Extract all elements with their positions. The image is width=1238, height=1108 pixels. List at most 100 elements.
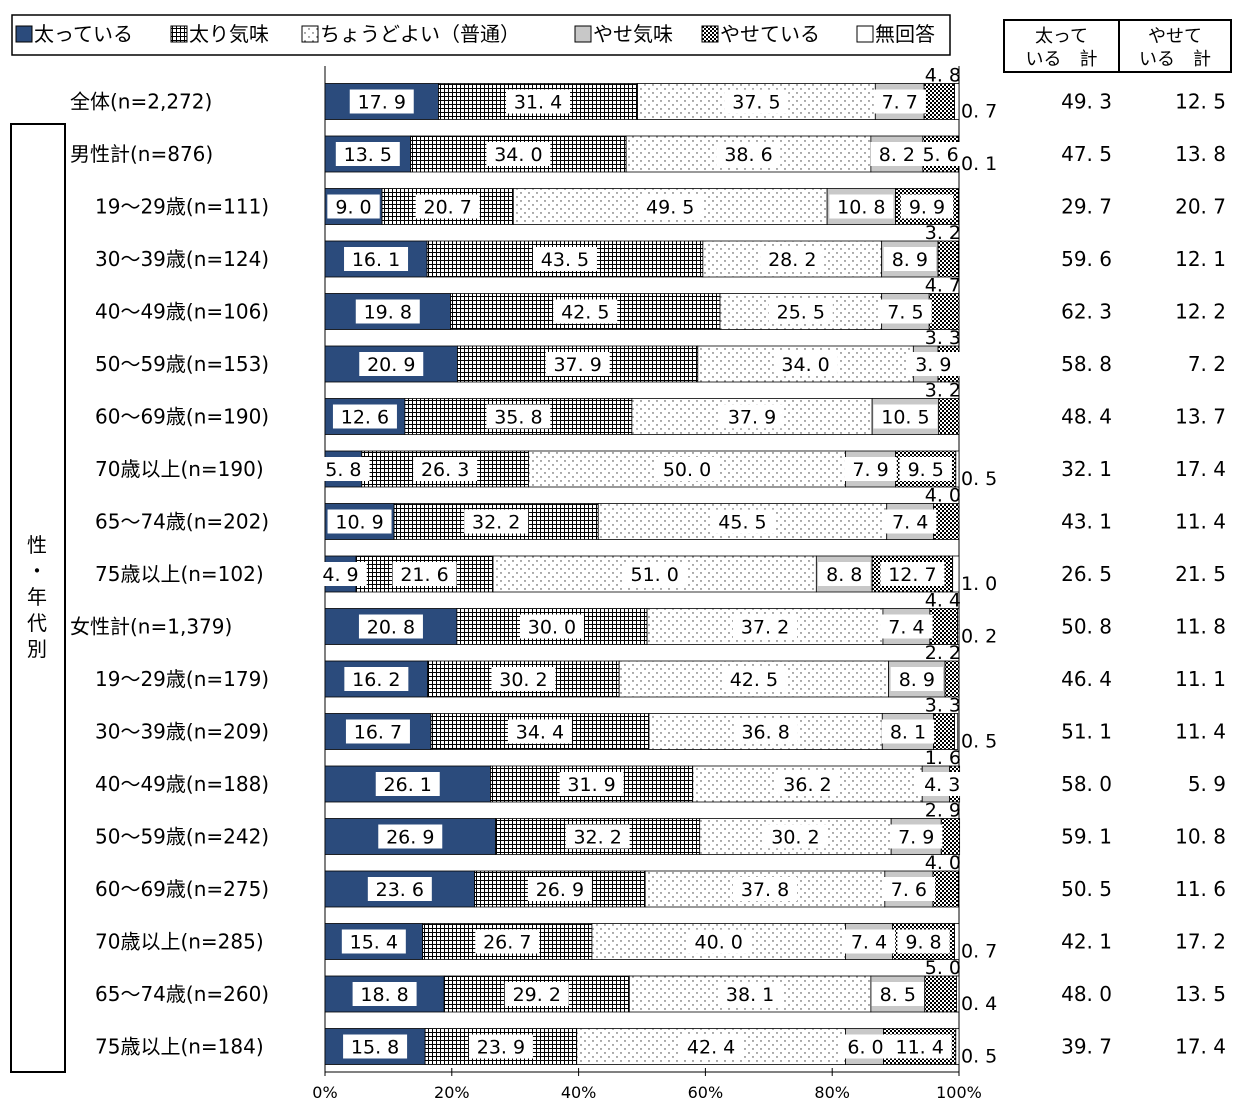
data-label-bg: [345, 719, 410, 744]
data-label: 7. 5: [887, 302, 923, 324]
category-label: 70歳以上(n=190): [95, 457, 264, 481]
legend-label: 無回答: [875, 22, 935, 46]
bar-segment: [932, 870, 959, 908]
data-label-bg: [367, 877, 432, 901]
data-label-bg: [724, 89, 789, 114]
data-label: 34. 4: [516, 722, 564, 744]
category-label: 30～39歳(n=124): [95, 247, 269, 271]
category-label: 60～69歳(n=190): [95, 405, 269, 429]
category-label: 75歳以上(n=102): [95, 562, 264, 586]
data-label: 8. 9: [892, 249, 928, 271]
data-label-bg: [718, 982, 783, 1006]
legend-swatch: [301, 25, 319, 43]
legend-label: 太っている: [34, 22, 133, 46]
data-label-outside: 0. 7: [961, 941, 997, 963]
bar-segment: [954, 923, 960, 960]
x-tick-label: 0%: [312, 1083, 337, 1102]
data-label-bg: [829, 194, 894, 219]
total-fat-value: 42. 1: [1061, 930, 1112, 954]
total-thin-value: 12. 1: [1175, 247, 1226, 271]
data-label-outside: 4. 0: [925, 852, 961, 874]
data-label: 21. 6: [400, 564, 448, 586]
total-fat-value: 49. 3: [1061, 90, 1112, 114]
bar-segment: [944, 660, 960, 698]
data-label-bg: [839, 1034, 892, 1059]
total-fat-value: 58. 0: [1061, 772, 1112, 796]
data-label: 7. 9: [898, 827, 934, 849]
data-label: 10. 5: [881, 407, 929, 429]
data-label-bg: [486, 142, 551, 166]
data-label-bg: [559, 772, 624, 796]
data-label-bg: [344, 667, 409, 691]
data-label: 8. 5: [880, 984, 916, 1006]
total-fat-value: 43. 1: [1061, 510, 1112, 534]
data-label-bg: [880, 614, 933, 639]
category-label: 65～74歳(n=260): [95, 982, 269, 1006]
category-labels: 全体(n=2,272) 男性計(n=876) 19～29歳(n=111) 30～39歳…: [70, 90, 269, 1059]
data-label: 42. 5: [561, 302, 609, 324]
legend-label: やせている: [720, 22, 820, 46]
bar-segment: [955, 1028, 960, 1065]
data-label: 10. 9: [335, 512, 383, 534]
data-label-outside: 2. 9: [925, 800, 961, 822]
side-group-char: 性: [27, 533, 47, 557]
data-label: 32. 2: [573, 827, 621, 849]
data-label: 30. 2: [499, 669, 547, 691]
data-label-bg: [519, 614, 584, 639]
data-label-bg: [352, 982, 417, 1006]
bar-segment: [940, 818, 961, 855]
totals-header-line2: いる 計: [1139, 49, 1211, 70]
data-label-bg: [871, 982, 925, 1006]
category-label: 40～49歳(n=188): [95, 772, 269, 796]
bar-segment: [954, 713, 959, 750]
data-label-bg: [900, 194, 954, 219]
category-label: 70歳以上(n=285): [95, 930, 264, 954]
legend-label: 太り気味: [189, 22, 269, 46]
data-label: 34. 0: [781, 354, 829, 376]
data-label: 5. 6: [922, 144, 958, 166]
data-label: 36. 8: [741, 722, 789, 744]
data-label: 26. 1: [384, 774, 432, 796]
total-thin-value: 11. 4: [1175, 510, 1226, 534]
data-label-bg: [349, 89, 414, 114]
data-label: 15. 4: [350, 932, 398, 954]
data-label: 49. 5: [646, 197, 694, 219]
total-thin-value: 17. 4: [1175, 1035, 1226, 1059]
side-group-frame: [10, 123, 66, 1073]
legend-swatch: [574, 25, 592, 43]
category-label: 60～69歳(n=275): [95, 877, 269, 901]
x-axis: 0% 20% 40% 60% 80% 100%: [312, 1068, 982, 1102]
bar-segment: [928, 293, 960, 330]
bar-segment: [933, 713, 955, 750]
legend-swatch: [170, 25, 188, 43]
total-fat-value: 51. 1: [1061, 720, 1112, 744]
legend-label: ちょうどよい（普通）: [320, 22, 520, 46]
data-label-bg: [415, 194, 480, 219]
data-label-outside: 5. 0: [925, 957, 961, 979]
data-label: 7. 4: [851, 932, 887, 954]
bar-segment: [957, 608, 960, 645]
bar-segment: [938, 398, 960, 435]
data-label: 50. 0: [663, 459, 711, 481]
side-group-char: ・: [27, 559, 47, 583]
data-label-bg: [880, 562, 945, 586]
data-label-outside: 4. 4: [925, 590, 961, 612]
data-label-bg: [413, 457, 478, 481]
data-label-outside: 0. 5: [961, 731, 997, 753]
total-thin-value: 13. 7: [1175, 405, 1226, 429]
data-label: 43. 5: [541, 249, 589, 271]
bar-segment: [956, 975, 960, 1013]
data-label: 8. 9: [899, 669, 935, 691]
data-label: 32. 2: [472, 512, 520, 534]
data-label: 37. 9: [553, 354, 601, 376]
data-label: 20. 9: [367, 354, 415, 376]
data-label-bg: [879, 299, 932, 324]
data-label-bg: [327, 509, 392, 534]
total-fat-value: 46. 4: [1061, 667, 1112, 691]
legend-swatch: [856, 25, 874, 43]
total-thin-value: 20. 7: [1175, 195, 1226, 219]
data-label: 37. 5: [732, 92, 780, 114]
